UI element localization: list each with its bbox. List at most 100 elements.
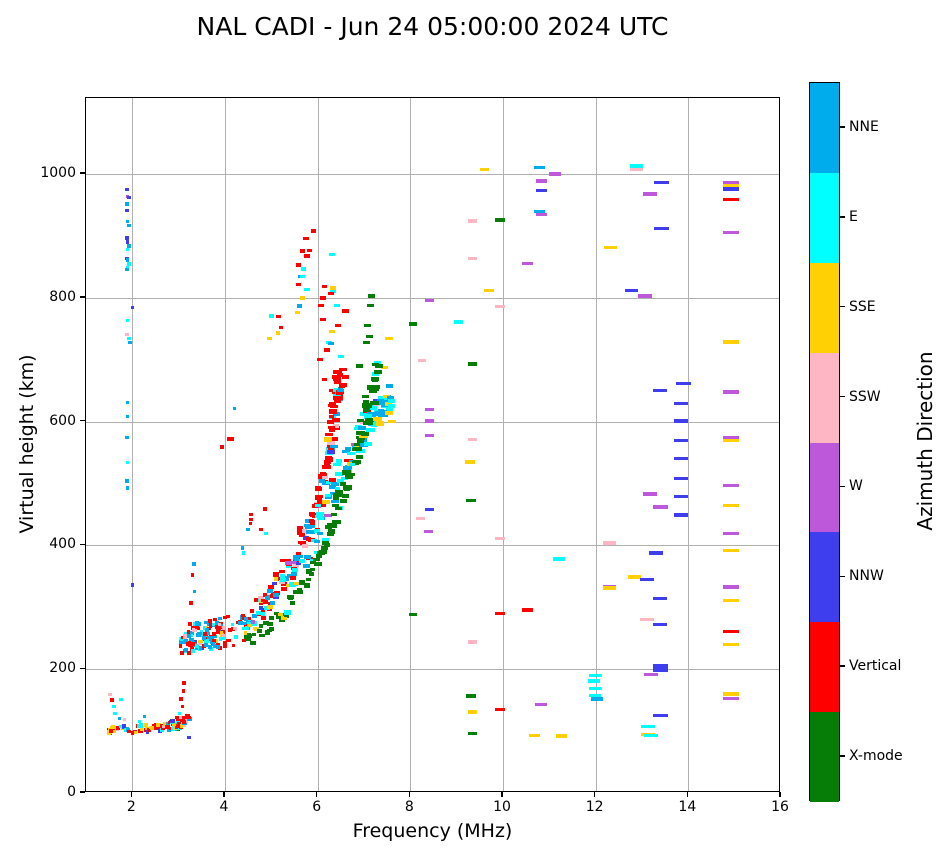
echo-point-vertical (212, 618, 218, 622)
echo-point-e (317, 515, 324, 520)
echo-point-vertical (209, 623, 213, 628)
echo-point-x-mode (320, 545, 329, 550)
echo-point-nne (317, 531, 324, 535)
echo-point-sse (247, 623, 252, 628)
echo-point-vertical (186, 630, 190, 635)
echo-point-ssw (302, 543, 308, 548)
y-tick-mark (80, 791, 85, 793)
x-tick-mark (779, 792, 781, 797)
echo-point-nne (376, 401, 383, 406)
echo-point-e (112, 704, 116, 709)
echo-point-vertical (176, 717, 181, 722)
echo-point-sse (144, 723, 149, 727)
echo-point-nne (296, 304, 302, 308)
echo-point-vertical (202, 632, 208, 637)
echo-point-vertical (325, 432, 333, 436)
echo-point-x-mode (340, 481, 347, 486)
echo-point-sse (139, 727, 144, 731)
echo-point-nne (305, 525, 313, 529)
echo-point-vertical (328, 414, 335, 418)
echo-point-nne (206, 636, 211, 640)
echo-point-vertical (329, 401, 337, 405)
echo-point-ssw (301, 528, 307, 533)
echo-point-vertical (342, 375, 349, 379)
echo-point-vertical (343, 458, 353, 462)
echo-point-sse (627, 575, 642, 579)
echo-point-nne (307, 530, 315, 534)
echo-point-vertical (227, 437, 231, 441)
echo-point-vertical (154, 726, 159, 731)
echo-point-e (125, 460, 130, 465)
echo-point-vertical (328, 291, 335, 296)
y-tick-label: 200 (49, 660, 76, 677)
echo-point-e (337, 478, 345, 483)
echo-point-vertical (328, 389, 335, 393)
echo-point-nne (332, 412, 341, 416)
echo-point-sse (723, 692, 740, 696)
echo-point-nne (243, 616, 248, 622)
echo-point-x-mode (364, 324, 372, 328)
echo-point-nne (239, 615, 244, 620)
echo-point-vertical (240, 613, 246, 618)
echo-point-vertical (195, 625, 199, 630)
echo-point-x-mode (371, 363, 379, 367)
echo-point-vertical (290, 576, 297, 581)
echo-point-sse (280, 615, 287, 621)
echo-point-vertical (127, 729, 131, 734)
echo-point-e (370, 422, 377, 427)
echo-point-vertical (110, 698, 114, 702)
echo-point-e (335, 472, 343, 477)
echo-point-vertical (182, 718, 186, 722)
echo-point-vertical (334, 380, 341, 384)
echo-point-x-mode (289, 601, 296, 605)
gridline-x (225, 98, 226, 791)
echo-point-vertical (328, 425, 335, 429)
echo-point-vertical (279, 569, 286, 574)
echo-point-vertical (190, 573, 195, 577)
echo-point-e (171, 726, 175, 731)
colorbar-tick-mark (840, 216, 845, 218)
echo-point-vertical (181, 720, 187, 724)
echo-point-nne (266, 589, 273, 594)
echo-point-x-mode (276, 615, 283, 620)
echo-point-nnw (648, 551, 663, 555)
echo-point-x-mode (409, 322, 418, 326)
echo-point-nne (142, 714, 147, 718)
echo-point-sse (267, 337, 272, 341)
x-tick-label: 8 (404, 799, 414, 815)
echo-point-e (260, 611, 265, 617)
echo-point-ssw (221, 625, 226, 630)
echo-point-vertical (495, 707, 506, 712)
colorbar-segment-w (810, 442, 839, 533)
echo-point-vertical (334, 398, 341, 404)
colorbar-tick-mark (840, 665, 845, 667)
y-tick-mark (80, 667, 85, 669)
echo-point-nne (117, 717, 122, 721)
echo-point-vertical (178, 643, 183, 648)
echo-point-nne (329, 491, 336, 496)
echo-point-x-mode (308, 571, 314, 576)
echo-point-e (298, 559, 306, 564)
echo-point-vertical (280, 587, 288, 592)
echo-point-vertical (319, 317, 326, 322)
echo-point-x-mode (467, 731, 478, 736)
colorbar-label-ssw: SSW (849, 388, 881, 405)
echo-point-nnw (258, 606, 263, 611)
echo-point-vertical (310, 229, 317, 233)
echo-point-e (119, 697, 123, 702)
echo-point-x-mode (319, 549, 327, 555)
echo-point-x-mode (332, 496, 340, 500)
echo-point-nne (216, 644, 220, 649)
echo-point-ssw (333, 424, 339, 429)
echo-point-vertical (295, 552, 302, 557)
echo-point-x-mode (243, 635, 249, 639)
y-tick-mark (80, 172, 85, 174)
colorbar-label-sse: SSE (849, 298, 876, 315)
echo-point-vertical (319, 472, 327, 476)
echo-point-ssw (417, 358, 426, 363)
echo-point-sse (293, 582, 301, 586)
echo-point-nne (205, 628, 209, 632)
colorbar-segment-x-mode (810, 712, 839, 802)
echo-point-nnw (624, 288, 639, 293)
echo-point-sse (723, 598, 740, 603)
